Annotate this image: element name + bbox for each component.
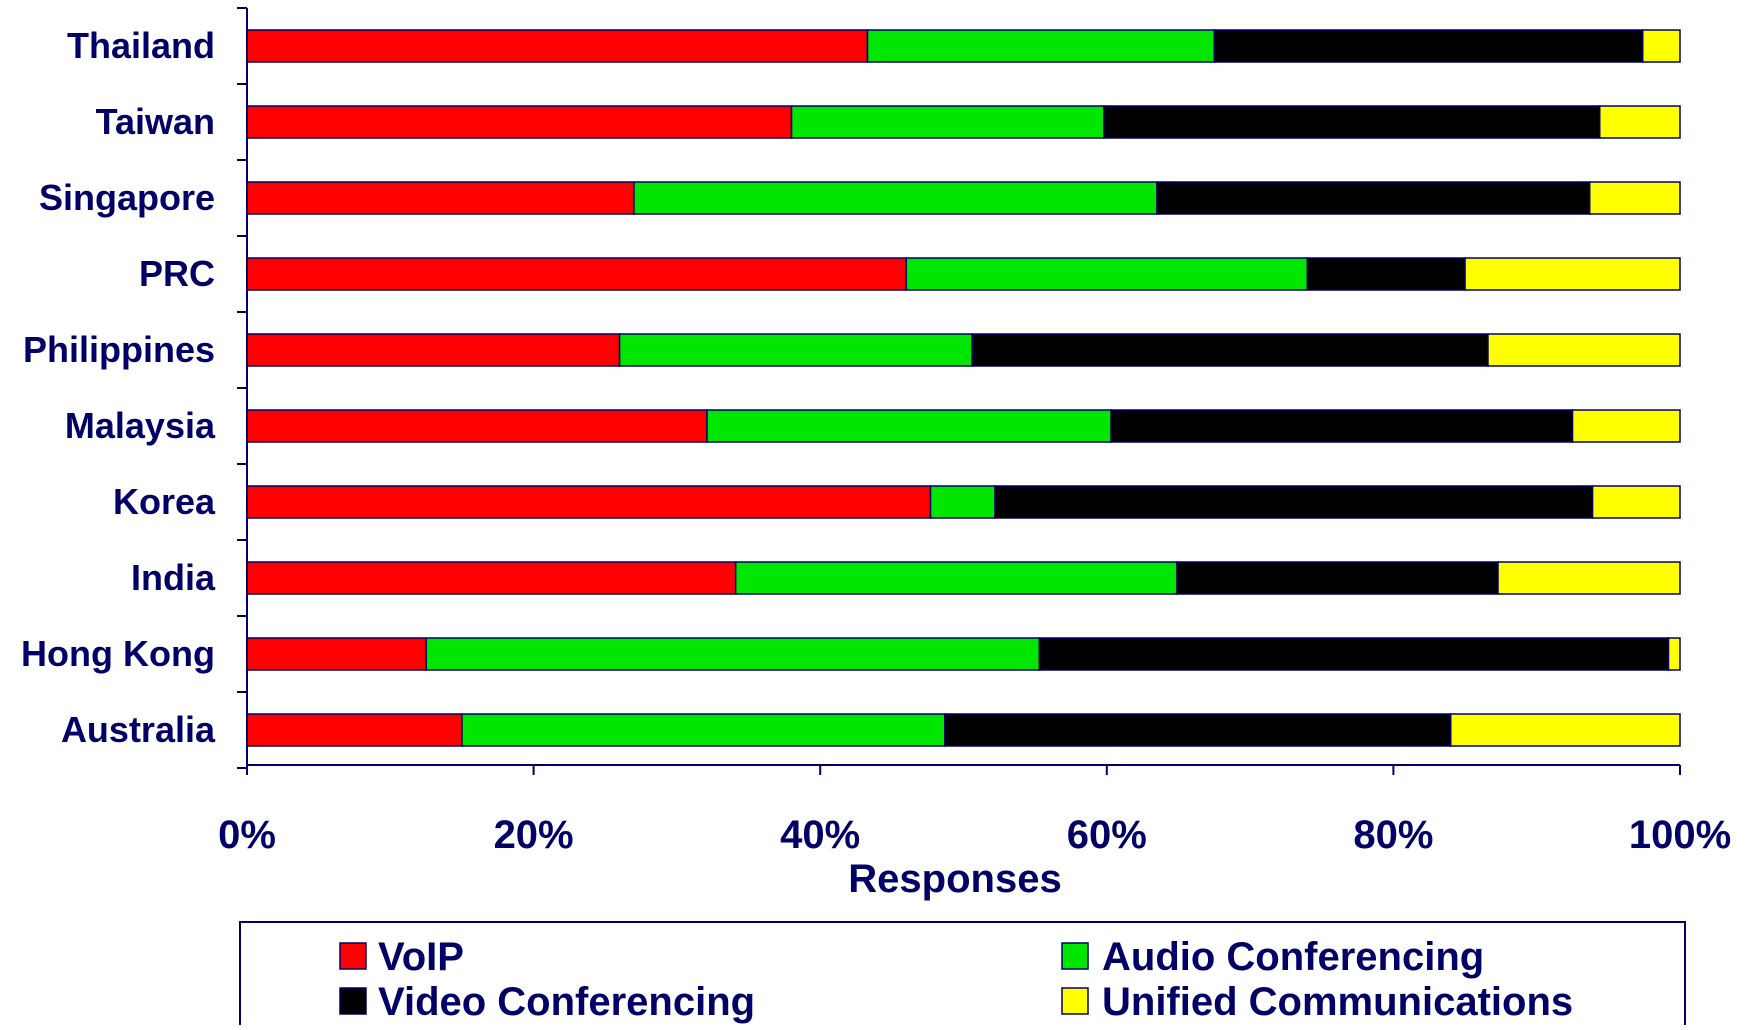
legend-label: Unified Communications bbox=[1102, 980, 1573, 1024]
bar-segment-voip bbox=[246, 257, 907, 291]
bar-segment-unified-communications bbox=[1588, 181, 1681, 215]
bar-segment-audio-conferencing bbox=[461, 713, 946, 747]
y-tick-label: Thailand bbox=[67, 25, 215, 66]
bar-segment-audio-conferencing bbox=[633, 181, 1158, 215]
y-tick-label: Korea bbox=[113, 481, 216, 522]
bar-segment-voip bbox=[246, 561, 737, 595]
bar-segment-audio-conferencing bbox=[425, 637, 1041, 671]
legend-swatch bbox=[1061, 987, 1089, 1015]
bar-segment-unified-communications bbox=[1591, 485, 1681, 519]
bar-segment-audio-conferencing bbox=[929, 485, 996, 519]
bar-segment-voip bbox=[246, 485, 932, 519]
x-tick-label: 40% bbox=[780, 813, 860, 857]
bar-segment-voip bbox=[246, 637, 427, 671]
bar-segment-video-conferencing bbox=[1103, 105, 1601, 139]
y-tick-label: Taiwan bbox=[96, 101, 215, 142]
y-tick-label: Malaysia bbox=[65, 405, 216, 446]
legend-label: Audio Conferencing bbox=[1102, 935, 1484, 979]
bar-segment-voip bbox=[246, 409, 708, 443]
bar-segment-voip bbox=[246, 105, 793, 139]
bar-segment-audio-conferencing bbox=[706, 409, 1112, 443]
legend-label: Video Conferencing bbox=[378, 980, 755, 1024]
bar-segment-unified-communications bbox=[1464, 257, 1681, 291]
y-tick-label: Hong Kong bbox=[21, 633, 215, 674]
y-tick-label: Singapore bbox=[39, 177, 215, 218]
bar-segment-video-conferencing bbox=[1156, 181, 1591, 215]
bar-segment-video-conferencing bbox=[994, 485, 1594, 519]
bar-segment-voip bbox=[246, 333, 621, 367]
legend-label: VoIP bbox=[378, 935, 464, 979]
bar-segment-video-conferencing bbox=[1213, 29, 1644, 63]
x-tick-label: 60% bbox=[1067, 813, 1147, 857]
bar-segment-unified-communications bbox=[1487, 333, 1681, 367]
bar-segment-video-conferencing bbox=[1306, 257, 1466, 291]
legend-swatch bbox=[1061, 942, 1089, 970]
y-tick-label: Philippines bbox=[23, 329, 215, 370]
bar-segment-audio-conferencing bbox=[618, 333, 973, 367]
legend-box bbox=[239, 921, 1686, 1030]
bar-segment-unified-communications bbox=[1599, 105, 1681, 139]
y-tick-label: India bbox=[131, 557, 216, 598]
bar-segment-video-conferencing bbox=[1176, 561, 1499, 595]
bar-segment-video-conferencing bbox=[944, 713, 1452, 747]
bar-segment-audio-conferencing bbox=[790, 105, 1105, 139]
bar-segment-unified-communications bbox=[1571, 409, 1681, 443]
bar-segment-voip bbox=[246, 181, 635, 215]
y-tick-label: Australia bbox=[61, 709, 216, 750]
legend-swatch bbox=[339, 987, 367, 1015]
x-axis-title: Responses bbox=[848, 857, 1061, 901]
bar-segment-video-conferencing bbox=[971, 333, 1489, 367]
bar-segment-video-conferencing bbox=[1110, 409, 1574, 443]
bar-segment-unified-communications bbox=[1449, 713, 1681, 747]
bar-segment-audio-conferencing bbox=[905, 257, 1309, 291]
x-tick-label: 100% bbox=[1629, 813, 1731, 857]
bar-segment-voip bbox=[246, 29, 869, 63]
x-tick-label: 80% bbox=[1353, 813, 1433, 857]
x-tick-label: 0% bbox=[218, 813, 276, 857]
bar-segment-unified-communications bbox=[1641, 29, 1681, 63]
x-tick-label: 20% bbox=[494, 813, 574, 857]
bar-segment-audio-conferencing bbox=[734, 561, 1178, 595]
bar-segment-video-conferencing bbox=[1038, 637, 1670, 671]
bar-segment-unified-communications bbox=[1667, 637, 1681, 671]
bar-segment-audio-conferencing bbox=[866, 29, 1216, 63]
y-tick-label: PRC bbox=[139, 253, 215, 294]
bar-segment-voip bbox=[246, 713, 463, 747]
legend-swatch bbox=[339, 942, 367, 970]
bar-segment-unified-communications bbox=[1497, 561, 1681, 595]
